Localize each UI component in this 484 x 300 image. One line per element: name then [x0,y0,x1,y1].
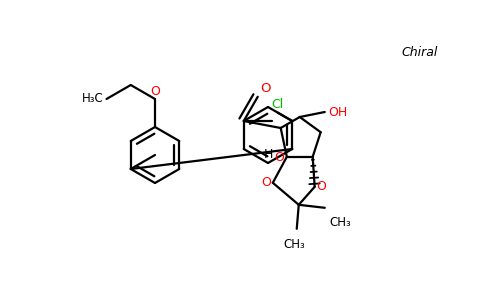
Text: H₃C: H₃C [82,92,104,106]
Text: O: O [274,151,284,164]
Text: O: O [150,85,160,98]
Text: O: O [260,82,270,95]
Text: CH₃: CH₃ [330,216,351,229]
Text: CH₃: CH₃ [283,238,304,251]
Text: O: O [317,180,327,193]
Text: Cl: Cl [272,98,284,111]
Text: O: O [261,176,271,189]
Text: H: H [264,148,273,161]
Text: Chiral: Chiral [402,46,438,59]
Text: OH: OH [328,106,347,118]
